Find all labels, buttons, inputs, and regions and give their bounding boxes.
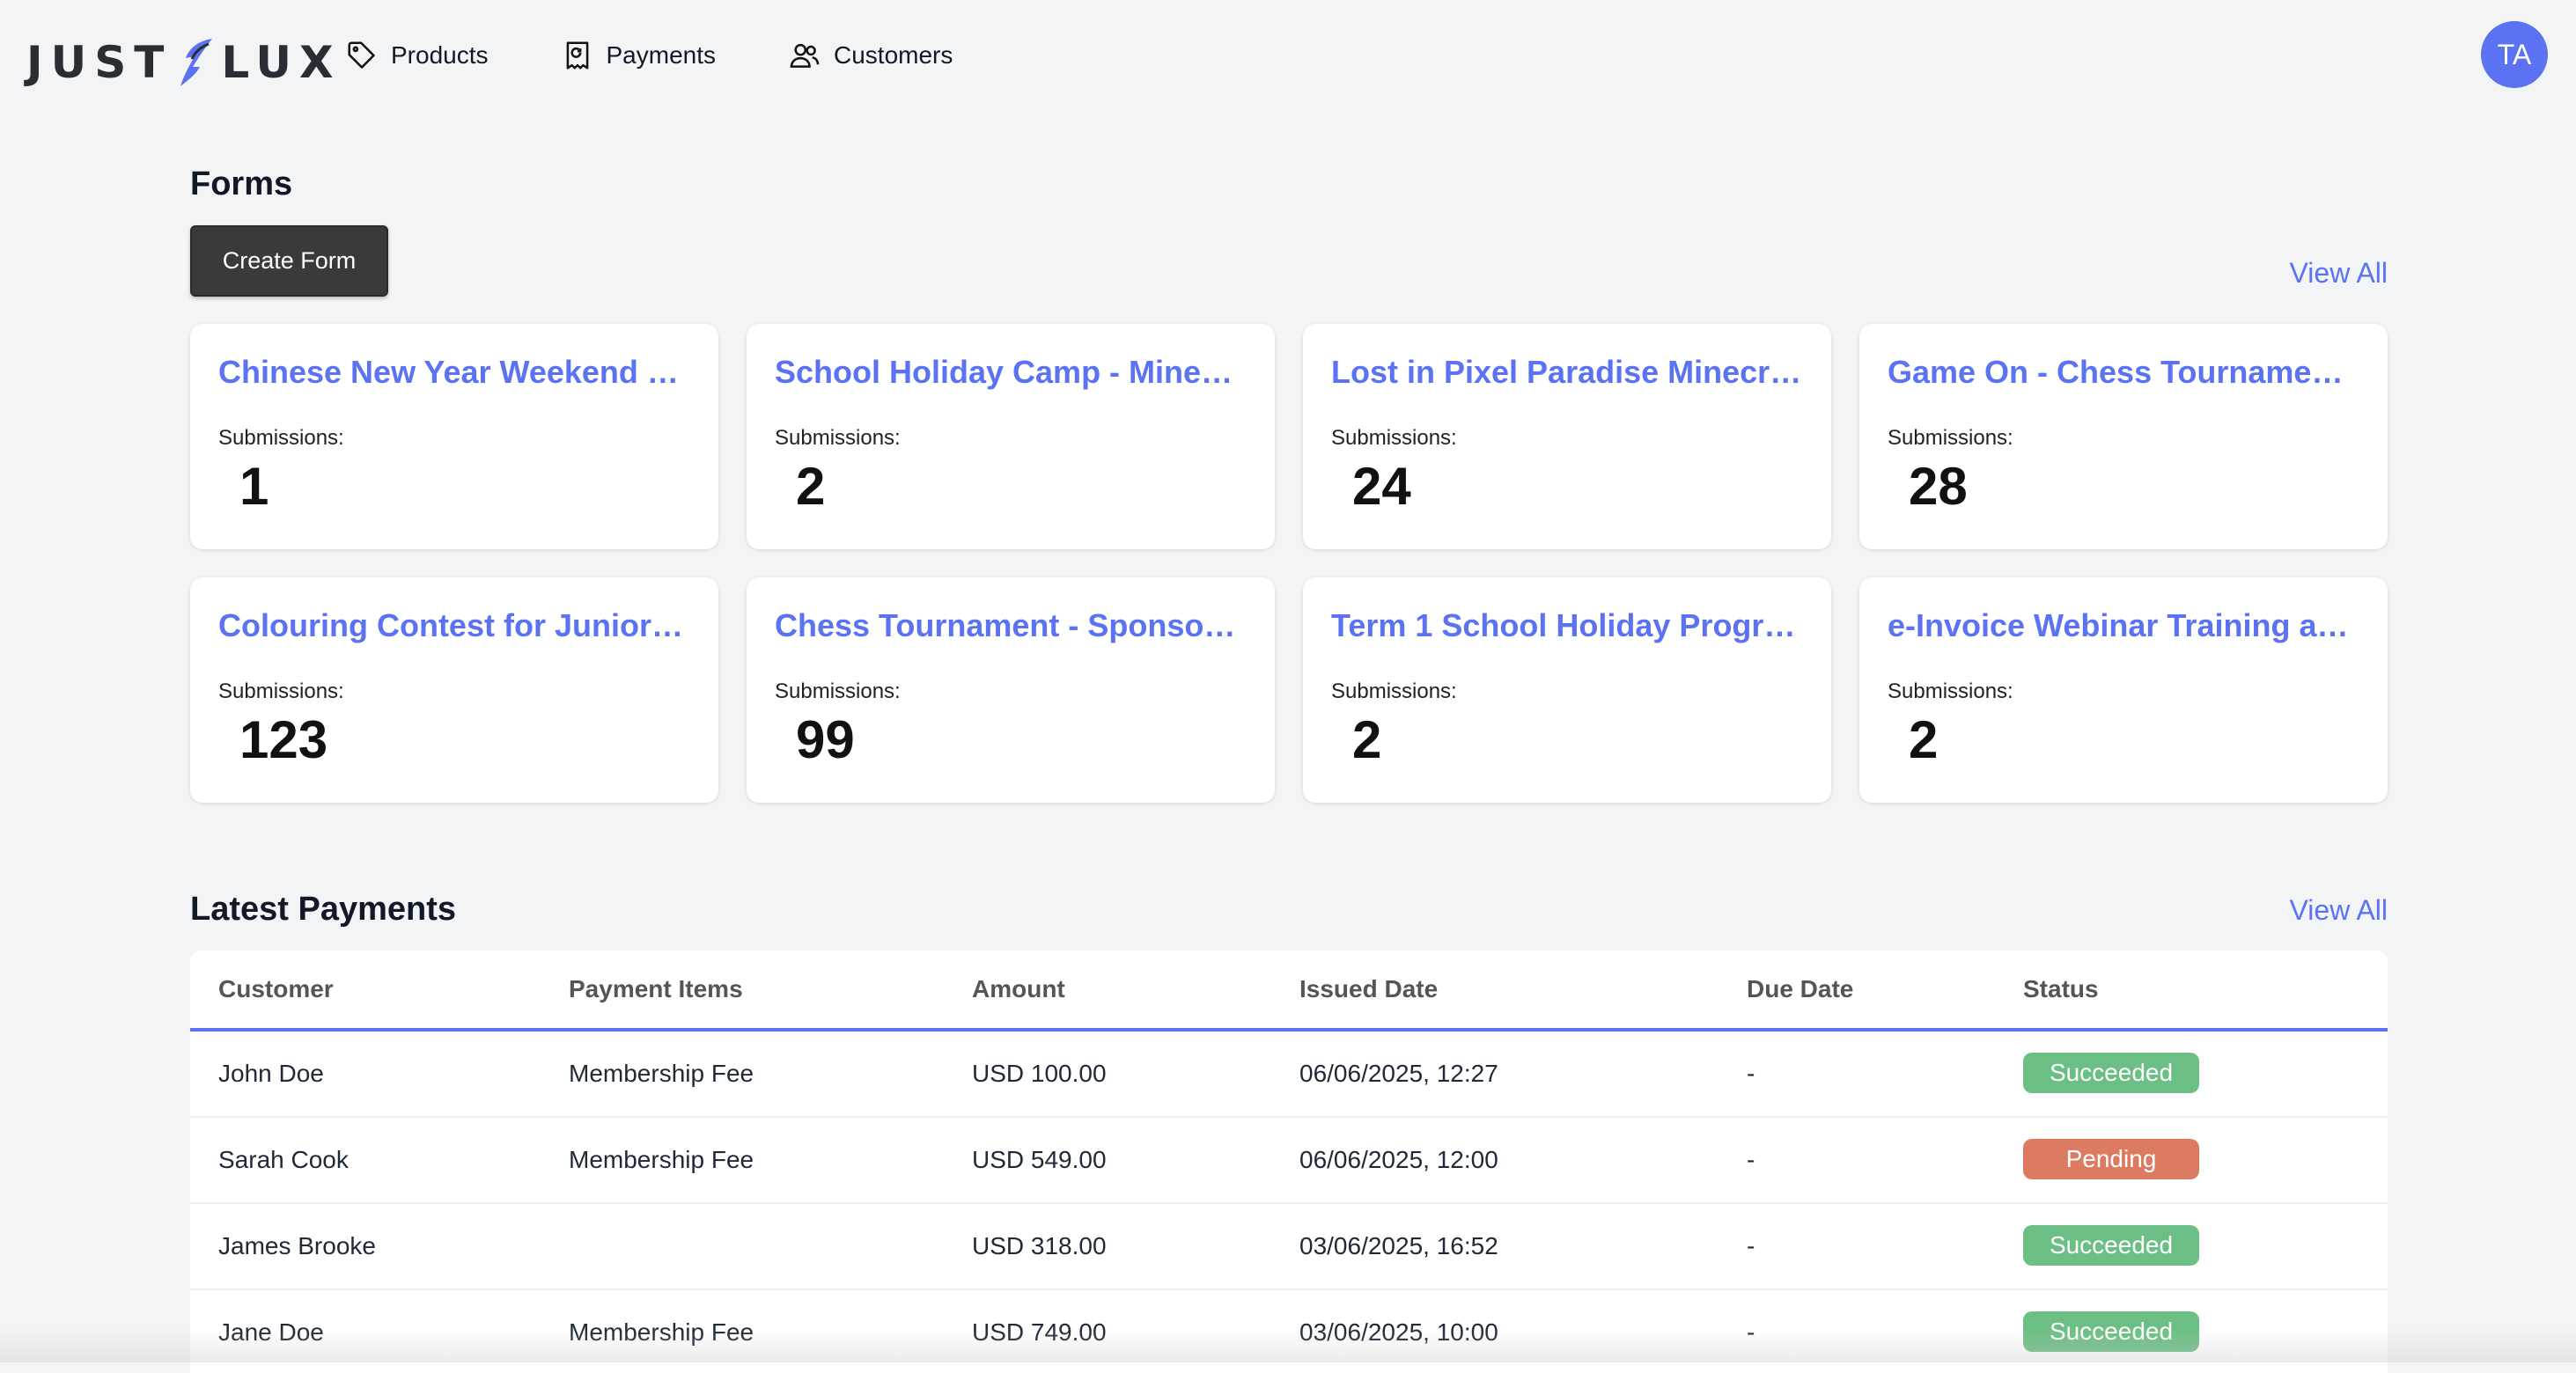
form-card[interactable]: School Holiday Camp - Minecraft Submissi… xyxy=(747,324,1275,549)
submissions-label: Submissions: xyxy=(775,679,1247,704)
form-card-title[interactable]: Chess Tournament - Sponsored xyxy=(775,607,1247,644)
cell-amount: USD 549.00 xyxy=(972,1146,1107,1174)
logo-text-left: JUST xyxy=(26,37,172,88)
submissions-label: Submissions: xyxy=(1331,426,1803,451)
submissions-count: 24 xyxy=(1331,456,1803,517)
forms-view-all-link[interactable]: View All xyxy=(2290,257,2388,290)
form-card-title[interactable]: Colouring Contest for Junior Artists xyxy=(218,607,690,644)
submissions-label: Submissions: xyxy=(218,426,690,451)
submissions-count: 123 xyxy=(218,709,690,770)
cell-payment-items: Membership Fee xyxy=(569,1146,754,1174)
form-card-title[interactable]: Lost in Pixel Paradise Minecraft xyxy=(1331,354,1803,391)
column-header-payment-items[interactable]: Payment Items xyxy=(569,975,743,1003)
table-body: John Doe Membership Fee USD 100.00 06/06/20… xyxy=(190,1032,2388,1373)
cell-due-date: - xyxy=(1747,1060,1755,1088)
bottom-fade xyxy=(0,1327,2576,1362)
form-card-title[interactable]: School Holiday Camp - Minecraft xyxy=(775,354,1247,391)
table-header: Customer Payment Items Amount Issued Dat… xyxy=(190,951,2388,1032)
forms-card-grid: Chinese New Year Weekend Workshop Submis… xyxy=(190,324,2388,803)
forms-title: Forms xyxy=(190,165,292,203)
nav-customers-label: Customers xyxy=(834,41,953,70)
cell-due-date: - xyxy=(1747,1232,1755,1260)
cell-customer: Sarah Cook xyxy=(218,1146,349,1174)
avatar-initials: TA xyxy=(2498,39,2532,71)
payments-title: Latest Payments xyxy=(190,891,456,929)
main-nav: Products Payments Customers xyxy=(345,39,1025,72)
cell-issued-date: 06/06/2025, 12:00 xyxy=(1299,1146,1498,1174)
table-row[interactable]: Sarah Cook Membership Fee USD 549.00 06/06/… xyxy=(190,1118,2388,1204)
cell-issued-date: 06/06/2025, 12:27 xyxy=(1299,1060,1498,1088)
form-card[interactable]: Game On - Chess Tournament 2025 Submissi… xyxy=(1859,324,2388,549)
submissions-count: 99 xyxy=(775,709,1247,770)
create-form-button[interactable]: Create Form xyxy=(190,225,388,297)
form-card[interactable]: Colouring Contest for Junior Artists Sub… xyxy=(190,577,718,803)
form-card[interactable]: Chess Tournament - Sponsored Submissions… xyxy=(747,577,1275,803)
form-card[interactable]: Term 1 School Holiday Program Submission… xyxy=(1303,577,1831,803)
user-avatar[interactable]: TA xyxy=(2481,21,2548,88)
form-card-title[interactable]: Term 1 School Holiday Program xyxy=(1331,607,1803,644)
nav-payments[interactable]: Payments xyxy=(561,39,717,72)
column-header-issued-date[interactable]: Issued Date xyxy=(1299,975,1438,1003)
cell-customer: James Brooke xyxy=(218,1232,376,1260)
tag-icon xyxy=(345,39,379,72)
nav-products[interactable]: Products xyxy=(345,39,489,72)
form-card-title[interactable]: Game On - Chess Tournament 2025 xyxy=(1888,354,2359,391)
column-header-due-date[interactable]: Due Date xyxy=(1747,975,1853,1003)
form-card[interactable]: Lost in Pixel Paradise Minecraft Submiss… xyxy=(1303,324,1831,549)
submissions-count: 2 xyxy=(1888,709,2359,770)
form-card-title[interactable]: e-Invoice Webinar Training and Q&A xyxy=(1888,607,2359,644)
cell-payment-items: Membership Fee xyxy=(569,1060,754,1088)
logo-text-right: LUX xyxy=(221,37,341,88)
submissions-count: 1 xyxy=(218,456,690,517)
payments-table: Customer Payment Items Amount Issued Dat… xyxy=(190,951,2388,1373)
table-row[interactable]: James Brooke USD 318.00 03/06/2025, 16:52 -… xyxy=(190,1204,2388,1290)
cell-issued-date: 03/06/2025, 16:52 xyxy=(1299,1232,1498,1260)
nav-products-label: Products xyxy=(391,41,489,70)
cell-amount: USD 318.00 xyxy=(972,1232,1107,1260)
users-icon xyxy=(788,39,821,72)
submissions-count: 2 xyxy=(1331,709,1803,770)
column-header-amount[interactable]: Amount xyxy=(972,975,1065,1003)
receipt-icon xyxy=(561,39,594,72)
cell-customer: John Doe xyxy=(218,1060,324,1088)
column-header-status[interactable]: Status xyxy=(2023,975,2099,1003)
justflux-logo[interactable]: JUST LUX xyxy=(26,35,342,90)
nav-customers[interactable]: Customers xyxy=(788,39,953,72)
status-badge: Pending xyxy=(2023,1139,2199,1179)
nav-payments-label: Payments xyxy=(607,41,717,70)
table-row[interactable]: John Doe Membership Fee USD 100.00 06/06/20… xyxy=(190,1032,2388,1118)
form-card[interactable]: Chinese New Year Weekend Workshop Submis… xyxy=(190,324,718,549)
form-card[interactable]: e-Invoice Webinar Training and Q&A Submi… xyxy=(1859,577,2388,803)
top-navbar: JUST LUX Products Payments xyxy=(0,0,2576,123)
cell-amount: USD 100.00 xyxy=(972,1060,1107,1088)
submissions-count: 28 xyxy=(1888,456,2359,517)
submissions-label: Submissions: xyxy=(1888,679,2359,704)
column-header-customer[interactable]: Customer xyxy=(218,975,334,1003)
submissions-label: Submissions: xyxy=(218,679,690,704)
submissions-label: Submissions: xyxy=(1888,426,2359,451)
status-badge: Succeeded xyxy=(2023,1053,2199,1093)
submissions-label: Submissions: xyxy=(1331,679,1803,704)
status-badge: Succeeded xyxy=(2023,1225,2199,1266)
submissions-label: Submissions: xyxy=(775,426,1247,451)
payments-view-all-link[interactable]: View All xyxy=(2290,894,2388,927)
flame-logo-icon xyxy=(173,35,219,90)
submissions-count: 2 xyxy=(775,456,1247,517)
form-card-title[interactable]: Chinese New Year Weekend Workshop xyxy=(218,354,690,391)
cell-due-date: - xyxy=(1747,1146,1755,1174)
